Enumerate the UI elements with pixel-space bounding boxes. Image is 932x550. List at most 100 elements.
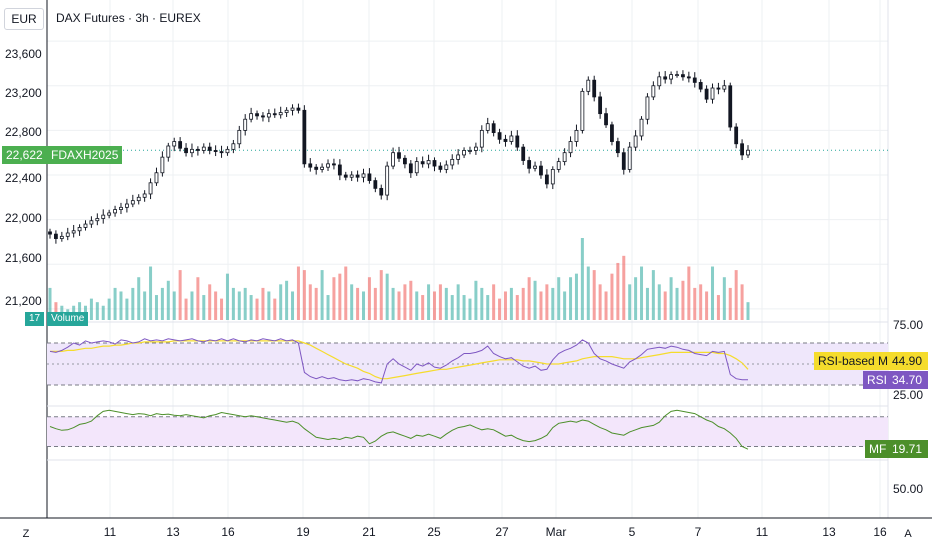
volume-bar bbox=[267, 291, 271, 320]
volume-bar bbox=[699, 284, 703, 320]
candle-body bbox=[698, 82, 703, 90]
candle-body bbox=[190, 148, 194, 154]
candle-body bbox=[746, 149, 750, 156]
volume-bar bbox=[438, 284, 442, 320]
candle-body bbox=[48, 231, 52, 235]
candle-body bbox=[503, 138, 508, 142]
volume-bar bbox=[350, 284, 354, 320]
volume-bar bbox=[367, 277, 371, 320]
candle-body bbox=[550, 169, 555, 185]
candle-body bbox=[426, 160, 431, 165]
volume-bar bbox=[373, 287, 377, 320]
volume-bar bbox=[622, 255, 626, 320]
volume-bar bbox=[728, 287, 732, 320]
candle-body bbox=[568, 141, 573, 154]
volume-bar bbox=[634, 277, 638, 320]
candle-body bbox=[255, 113, 259, 117]
volume-bar bbox=[385, 273, 389, 320]
volume-bar bbox=[574, 273, 578, 320]
volume-bar bbox=[255, 298, 259, 320]
auto-scale-button[interactable]: A bbox=[904, 528, 912, 540]
price-tick: 23,200 bbox=[5, 86, 42, 100]
current-price-value: 22,622 bbox=[2, 146, 47, 164]
currency-label[interactable]: EUR bbox=[4, 8, 44, 30]
candle-body bbox=[645, 96, 650, 120]
volume-bar bbox=[444, 287, 448, 320]
volume-bar bbox=[249, 295, 253, 320]
candle-body bbox=[397, 152, 401, 159]
candle-body bbox=[562, 152, 567, 163]
candle-body bbox=[485, 123, 490, 131]
volume-bar bbox=[261, 287, 265, 320]
rsi-upper-tick: 75.00 bbox=[893, 318, 924, 332]
volume-bar bbox=[137, 277, 141, 320]
candle-body bbox=[178, 141, 183, 149]
volume-bar bbox=[515, 295, 519, 320]
candle-body bbox=[71, 230, 76, 234]
candle-body bbox=[450, 158, 455, 166]
volume-bar bbox=[143, 291, 147, 320]
candle-body bbox=[249, 113, 254, 120]
volume-bar bbox=[486, 295, 490, 320]
time-tick: 16 bbox=[873, 525, 887, 539]
candle-body bbox=[722, 85, 727, 90]
volume-bar bbox=[391, 287, 395, 320]
candle-body bbox=[432, 160, 437, 167]
candle-body bbox=[172, 141, 177, 147]
price-tick: 22,400 bbox=[5, 171, 42, 185]
candle-body bbox=[438, 165, 443, 170]
volume-bar bbox=[740, 284, 744, 320]
volume-bar bbox=[563, 291, 567, 320]
volume-bar bbox=[196, 277, 200, 320]
candle-body bbox=[734, 126, 739, 145]
volume-bar bbox=[681, 280, 685, 320]
volume-bar bbox=[734, 270, 738, 320]
volume-bar bbox=[527, 277, 531, 320]
volume-bar bbox=[551, 287, 555, 320]
volume-bar bbox=[533, 280, 537, 320]
rsi-value: 34.70 bbox=[888, 371, 928, 389]
candle-body bbox=[639, 118, 644, 137]
volume-bar bbox=[432, 291, 436, 320]
candle-body bbox=[243, 118, 248, 131]
volume-bar bbox=[48, 287, 52, 320]
mf-value: 19.71 bbox=[888, 440, 928, 458]
volume-bar bbox=[208, 284, 212, 320]
candle-body bbox=[296, 107, 301, 111]
volume-bar bbox=[616, 262, 620, 320]
volume-bar bbox=[314, 287, 318, 320]
candle-body bbox=[154, 172, 159, 184]
candle-body bbox=[716, 87, 721, 90]
volume-bar bbox=[362, 291, 366, 320]
candle-body bbox=[527, 160, 532, 169]
candle-body bbox=[314, 166, 319, 170]
candle-body bbox=[107, 212, 112, 216]
candle-body bbox=[456, 154, 461, 160]
rsi-lower-tick: 25.00 bbox=[893, 388, 924, 402]
volume-bar bbox=[225, 273, 229, 320]
candle-body bbox=[337, 164, 342, 176]
volume-bar bbox=[651, 270, 655, 320]
volume-bar bbox=[149, 266, 153, 320]
rsi-line bbox=[49, 338, 748, 384]
candle-body bbox=[675, 74, 679, 77]
timezone-button[interactable]: Z bbox=[22, 528, 30, 540]
volume-bar bbox=[273, 298, 277, 320]
candle-body bbox=[361, 173, 366, 178]
chart-title: DAX Futures · 3h · EUREX bbox=[56, 11, 201, 25]
candle-body bbox=[491, 123, 496, 134]
time-tick: 11 bbox=[755, 525, 769, 539]
price-tick: 23,600 bbox=[5, 47, 42, 61]
candle-body bbox=[231, 143, 236, 150]
volume-bar bbox=[711, 266, 715, 320]
volume-bar bbox=[722, 277, 726, 320]
candle-body bbox=[272, 113, 277, 116]
volume-bar bbox=[243, 287, 247, 320]
candle-body bbox=[615, 141, 620, 154]
candle-body bbox=[586, 79, 591, 92]
candle-body bbox=[266, 113, 271, 118]
candle-body bbox=[509, 135, 514, 142]
candle-body bbox=[136, 196, 141, 202]
volume-bar bbox=[302, 270, 306, 320]
